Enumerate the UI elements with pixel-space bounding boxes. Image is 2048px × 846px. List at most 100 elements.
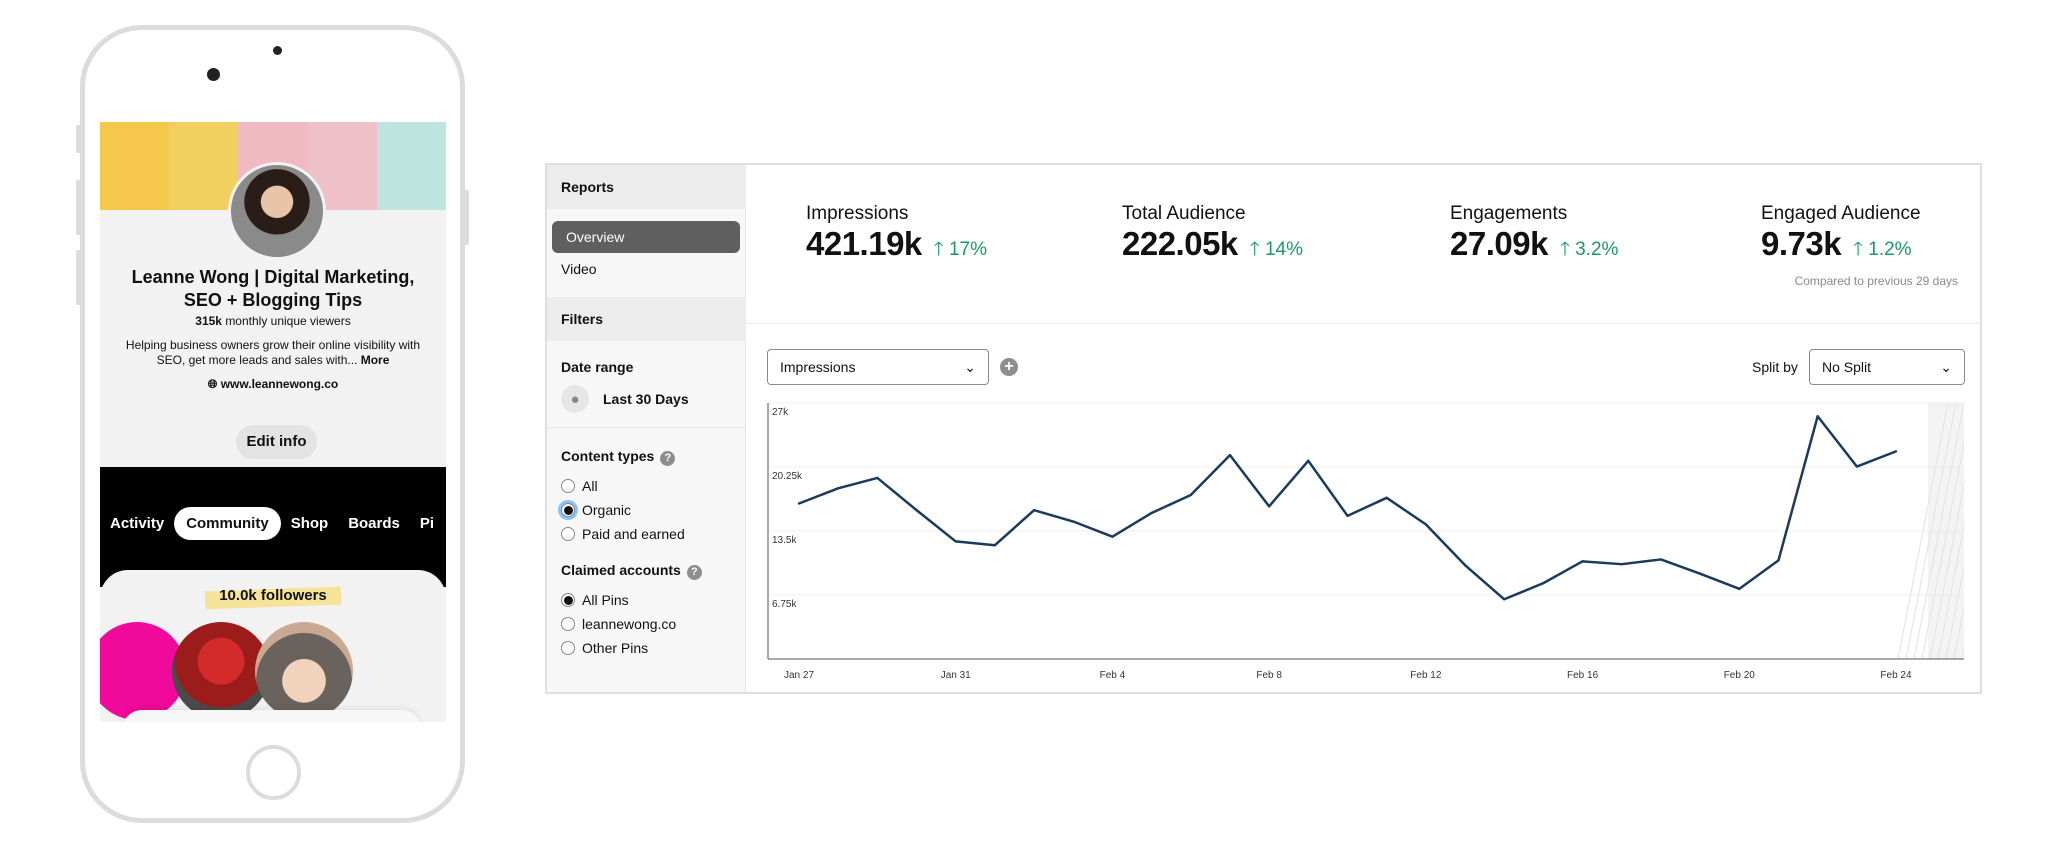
hatch-line bbox=[1945, 553, 1966, 660]
compare-note: Compared to previous 29 days bbox=[1794, 274, 1958, 288]
follower-avatar[interactable] bbox=[255, 622, 353, 720]
x-tick-label: Feb 8 bbox=[1256, 670, 1282, 681]
filters-heading: Filters bbox=[547, 297, 746, 341]
radio-all[interactable]: All bbox=[561, 474, 731, 498]
tab-community[interactable]: Community bbox=[174, 507, 281, 540]
phone-power-button bbox=[464, 190, 469, 245]
divider bbox=[746, 323, 1982, 324]
phone-volume-down bbox=[76, 250, 81, 305]
arrow-up-icon: 🡑︎ bbox=[1559, 239, 1570, 260]
viewers-line: 315k monthly unique viewers bbox=[100, 314, 446, 328]
data-point bbox=[1463, 563, 1467, 567]
data-point bbox=[1307, 459, 1310, 463]
data-point bbox=[1267, 505, 1271, 508]
followers-count[interactable]: 10.0k followers bbox=[219, 587, 327, 604]
tab-shop[interactable]: Shop bbox=[290, 515, 329, 532]
data-point bbox=[954, 540, 957, 543]
metric-dropdown[interactable]: Impressions ⌄ bbox=[767, 349, 989, 385]
data-point bbox=[876, 476, 879, 480]
data-point bbox=[915, 508, 918, 512]
help-icon[interactable]: ? bbox=[686, 565, 702, 580]
hatch-mask bbox=[1964, 403, 1966, 659]
more-link[interactable]: More bbox=[360, 353, 390, 367]
profile-avatar[interactable] bbox=[228, 162, 326, 260]
phone-volume-up bbox=[76, 180, 81, 235]
home-button[interactable] bbox=[246, 745, 301, 800]
data-point bbox=[1816, 415, 1819, 418]
analytics-panel: Reports Overview Video Filters Date rang… bbox=[545, 163, 1982, 694]
x-tick-label: Feb 16 bbox=[1567, 670, 1599, 681]
data-point bbox=[1228, 453, 1232, 457]
tab-boards[interactable]: Boards bbox=[348, 515, 400, 532]
phone-mute-switch bbox=[76, 125, 81, 153]
date-range-value: Last 30 Days bbox=[603, 391, 689, 407]
follower-avatar[interactable] bbox=[100, 622, 186, 720]
profile-bio: Helping business owners grow their onlin… bbox=[100, 338, 446, 368]
radio-all-pins[interactable]: All Pins bbox=[561, 588, 731, 612]
x-tick-label: Feb 12 bbox=[1410, 670, 1442, 681]
sidebar-item-video[interactable]: Video bbox=[561, 261, 597, 277]
data-point bbox=[1581, 560, 1584, 563]
radio-leannewong[interactable]: leannewong.co bbox=[561, 612, 731, 636]
viewers-label: monthly unique viewers bbox=[225, 314, 351, 328]
y-tick-label: 13.5k bbox=[772, 535, 797, 546]
x-tick-label: Jan 27 bbox=[784, 670, 814, 681]
date-range-picker[interactable]: ● Last 30 Days bbox=[561, 385, 731, 413]
profile-banner bbox=[100, 122, 446, 210]
data-point bbox=[1189, 493, 1192, 497]
data-point bbox=[993, 544, 997, 547]
y-tick-label: 6.75k bbox=[772, 599, 797, 610]
radio-organic[interactable]: Organic bbox=[561, 498, 731, 522]
tab-activity[interactable]: Activity bbox=[110, 515, 165, 532]
data-point bbox=[1855, 465, 1859, 468]
y-tick-label: 27k bbox=[772, 407, 789, 418]
profile-tabs: Activity Community Shop Boards Pi bbox=[100, 507, 444, 540]
data-point bbox=[1111, 535, 1114, 538]
hatch-line bbox=[1953, 594, 1966, 660]
impressions-chart: 27k 20.25k 13.5k 6.75k Jan 27 Jan 31 Feb 4 Feb … bbox=[767, 402, 1966, 681]
sidebar: Reports Overview Video Filters Date rang… bbox=[547, 165, 746, 692]
data-point bbox=[797, 502, 801, 505]
x-tick-label: Feb 24 bbox=[1880, 670, 1912, 681]
radio-paid-and-earned[interactable]: Paid and earned bbox=[561, 522, 731, 546]
website-link[interactable]: www.leannewong.co bbox=[220, 377, 339, 391]
help-icon[interactable]: ? bbox=[660, 451, 676, 466]
date-range-label: Date range bbox=[561, 359, 634, 375]
profile-name: Leanne Wong | Digital Marketing, SEO + B… bbox=[131, 267, 415, 310]
data-point bbox=[1346, 514, 1349, 518]
data-point bbox=[1424, 523, 1428, 526]
data-point bbox=[1385, 496, 1388, 500]
phone-camera bbox=[273, 46, 282, 55]
arrow-up-icon: 🡑︎ bbox=[1853, 239, 1863, 260]
bio-text: Helping business owners grow their onlin… bbox=[125, 338, 421, 367]
claimed-accounts-label: Claimed accounts? bbox=[561, 562, 731, 580]
split-dropdown[interactable]: No Split ⌄ bbox=[1809, 349, 1965, 385]
tab-pins[interactable]: Pi bbox=[419, 515, 435, 532]
viewers-count: 315k bbox=[195, 314, 222, 328]
data-point bbox=[836, 487, 840, 490]
website-line[interactable]: 🌐︎ www.leannewong.co bbox=[100, 377, 446, 392]
phone-sensor bbox=[207, 68, 220, 81]
x-tick-label: Feb 4 bbox=[1100, 670, 1126, 681]
reports-heading: Reports bbox=[547, 165, 746, 209]
stat-impressions: Impressions 421.19k 🡑︎ 17% bbox=[806, 203, 987, 262]
follower-avatar[interactable] bbox=[172, 622, 270, 720]
content-types-label: Content types? bbox=[561, 448, 731, 466]
x-tick-label: Jan 31 bbox=[941, 670, 971, 681]
data-point bbox=[1659, 558, 1663, 561]
stat-engagements: Engagements 27.09k 🡑︎ 3.2% bbox=[1450, 203, 1619, 262]
stat-engaged-audience: Engaged Audience 9.73k 🡑︎ 1.2% bbox=[1761, 203, 1921, 262]
sidebar-item-overview[interactable]: Overview bbox=[552, 221, 740, 253]
phone-screen: Leanne Wong | Digital Marketing, SEO + B… bbox=[100, 122, 446, 722]
radio-other-pins[interactable]: Other Pins bbox=[561, 636, 731, 660]
data-point bbox=[1503, 598, 1506, 601]
data-point bbox=[1777, 559, 1780, 562]
data-point bbox=[1542, 581, 1545, 585]
clock-icon: ● bbox=[561, 385, 589, 413]
data-point bbox=[1894, 450, 1898, 453]
arrow-up-icon: 🡑︎ bbox=[933, 239, 944, 260]
edit-info-button[interactable]: Edit info bbox=[236, 425, 317, 459]
data-point bbox=[1698, 572, 1702, 575]
data-point bbox=[1072, 520, 1075, 523]
add-metric-icon[interactable]: + bbox=[1000, 358, 1018, 376]
